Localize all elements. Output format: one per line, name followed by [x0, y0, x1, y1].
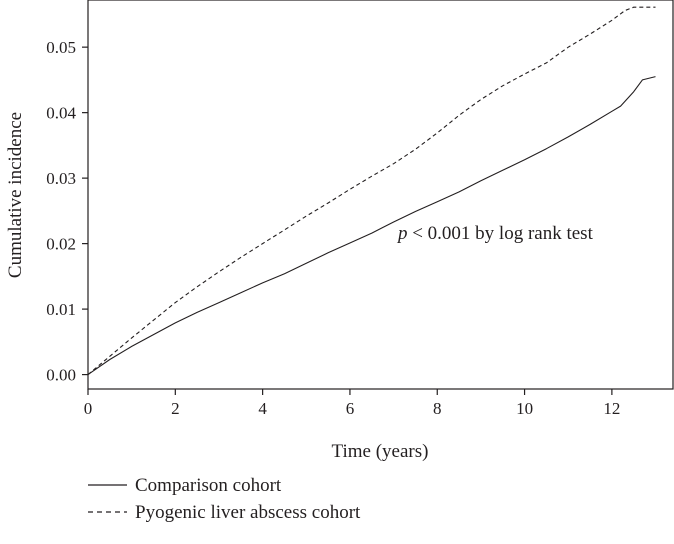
annotation-p: p: [396, 223, 408, 244]
legend-comparison-label: Comparison cohort: [135, 475, 282, 496]
comparison-cohort-line: [87, 76, 656, 376]
x-tick-label: 12: [603, 399, 620, 418]
series-lines: [87, 6, 656, 376]
y-tick-label: 0.00: [46, 366, 76, 385]
y-tick-label: 0.01: [46, 300, 76, 319]
x-tick-label: 8: [433, 399, 442, 418]
y-tick-label: 0.02: [46, 235, 76, 254]
x-tick-label: 4: [258, 399, 267, 418]
x-tick-label: 2: [171, 399, 180, 418]
x-tick-label: 6: [346, 399, 355, 418]
x-tick-label: 10: [516, 399, 533, 418]
legend-pla-label: Pyogenic liver abscess cohort: [135, 502, 361, 523]
annotation-rest: < 0.001 by log rank test: [407, 223, 593, 244]
y-axis-title: Cumulative incidence: [5, 112, 26, 278]
plot-frame: [87, 0, 674, 390]
x-axis-title: Time (years): [332, 441, 429, 462]
legend: Comparison cohort Pyogenic liver abscess…: [88, 475, 361, 523]
y-tick-label: 0.05: [46, 38, 76, 57]
x-axis: 0 2 4 6 8 10 12: [84, 389, 620, 418]
y-tick-label: 0.03: [46, 169, 76, 188]
y-axis: 0.00 0.01 0.02 0.03 0.04 0.05: [46, 38, 88, 385]
x-tick-label: 0: [84, 399, 93, 418]
y-tick-label: 0.04: [46, 104, 76, 123]
pla-cohort-line: [87, 6, 656, 376]
log-rank-annotation: p < 0.001 by log rank test: [396, 223, 594, 244]
